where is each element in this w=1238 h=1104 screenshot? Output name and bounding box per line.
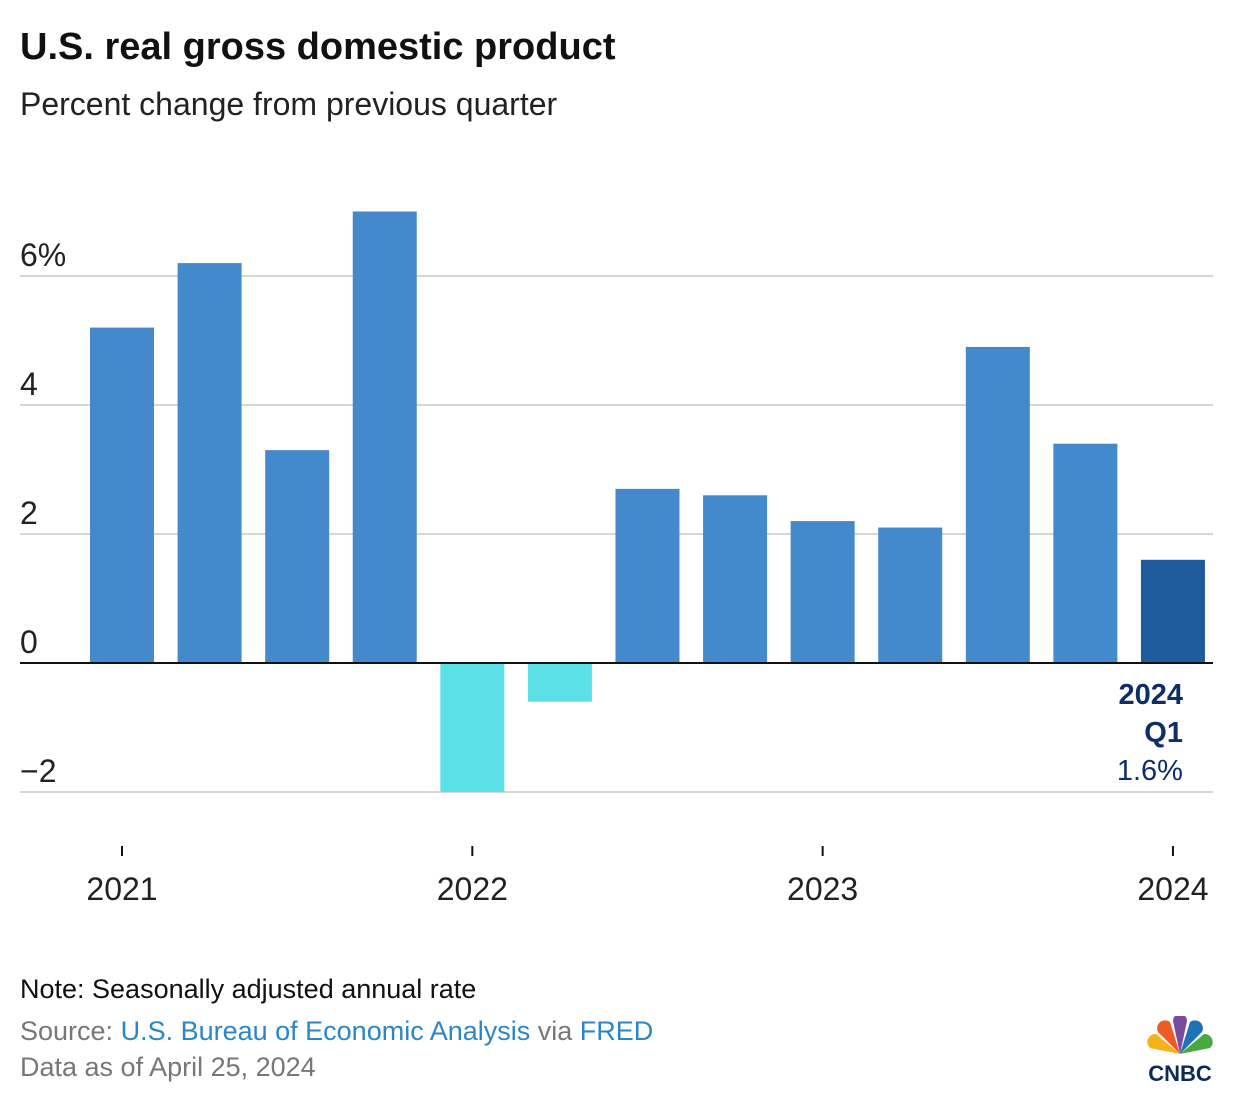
annotation-quarter: Q1 — [1144, 717, 1183, 749]
y-tick-label: −2 — [20, 753, 56, 789]
bar-2021-q1 — [90, 327, 154, 663]
x-tick-label: 2022 — [437, 871, 508, 907]
x-tick-label: 2023 — [787, 871, 858, 907]
source-via: via — [530, 1016, 580, 1046]
y-tick-label: 4 — [20, 366, 38, 402]
annotation-value: 1.6% — [1117, 755, 1183, 787]
bar-2023-q2 — [878, 527, 943, 663]
bar-2022-q2 — [527, 663, 592, 702]
cnbc-logo: CNBC — [1142, 1014, 1218, 1087]
source-prefix: Source: — [20, 1016, 121, 1046]
x-tick-label: 2024 — [1137, 871, 1208, 907]
y-tick-label: 2 — [20, 495, 38, 531]
bar-2022-q4 — [703, 495, 768, 663]
chart-source: Source: U.S. Bureau of Economic Analysis… — [20, 1016, 653, 1047]
bar-2024-q1 — [1140, 559, 1205, 663]
bar-2022-q1 — [440, 663, 505, 792]
y-tick-label: 0 — [20, 624, 38, 660]
source-fred-link[interactable]: FRED — [579, 1016, 654, 1046]
y-tick-label: 6% — [20, 237, 66, 273]
chart-title: U.S. real gross domestic product — [20, 26, 616, 68]
bar-2023-q4 — [1053, 443, 1118, 663]
chart-note: Note: Seasonally adjusted annual rate — [20, 974, 477, 1004]
chart-subtitle: Percent change from previous quarter — [20, 86, 558, 122]
bar-2021-q3 — [265, 450, 330, 663]
x-tick-label: 2021 — [86, 871, 157, 907]
bar-2021-q4 — [352, 211, 417, 663]
source-bea-link[interactable]: U.S. Bureau of Economic Analysis — [120, 1016, 531, 1046]
bar-2021-q2 — [177, 263, 242, 663]
annotation-year: 2024 — [1118, 679, 1183, 711]
bar-2023-q1 — [790, 521, 855, 663]
peacock-icon — [1147, 1014, 1213, 1054]
cnbc-wordmark: CNBC — [1148, 1061, 1212, 1086]
data-as-of: Data as of April 25, 2024 — [20, 1052, 316, 1082]
bar-2023-q3 — [965, 346, 1030, 663]
bar-2022-q3 — [615, 488, 680, 663]
